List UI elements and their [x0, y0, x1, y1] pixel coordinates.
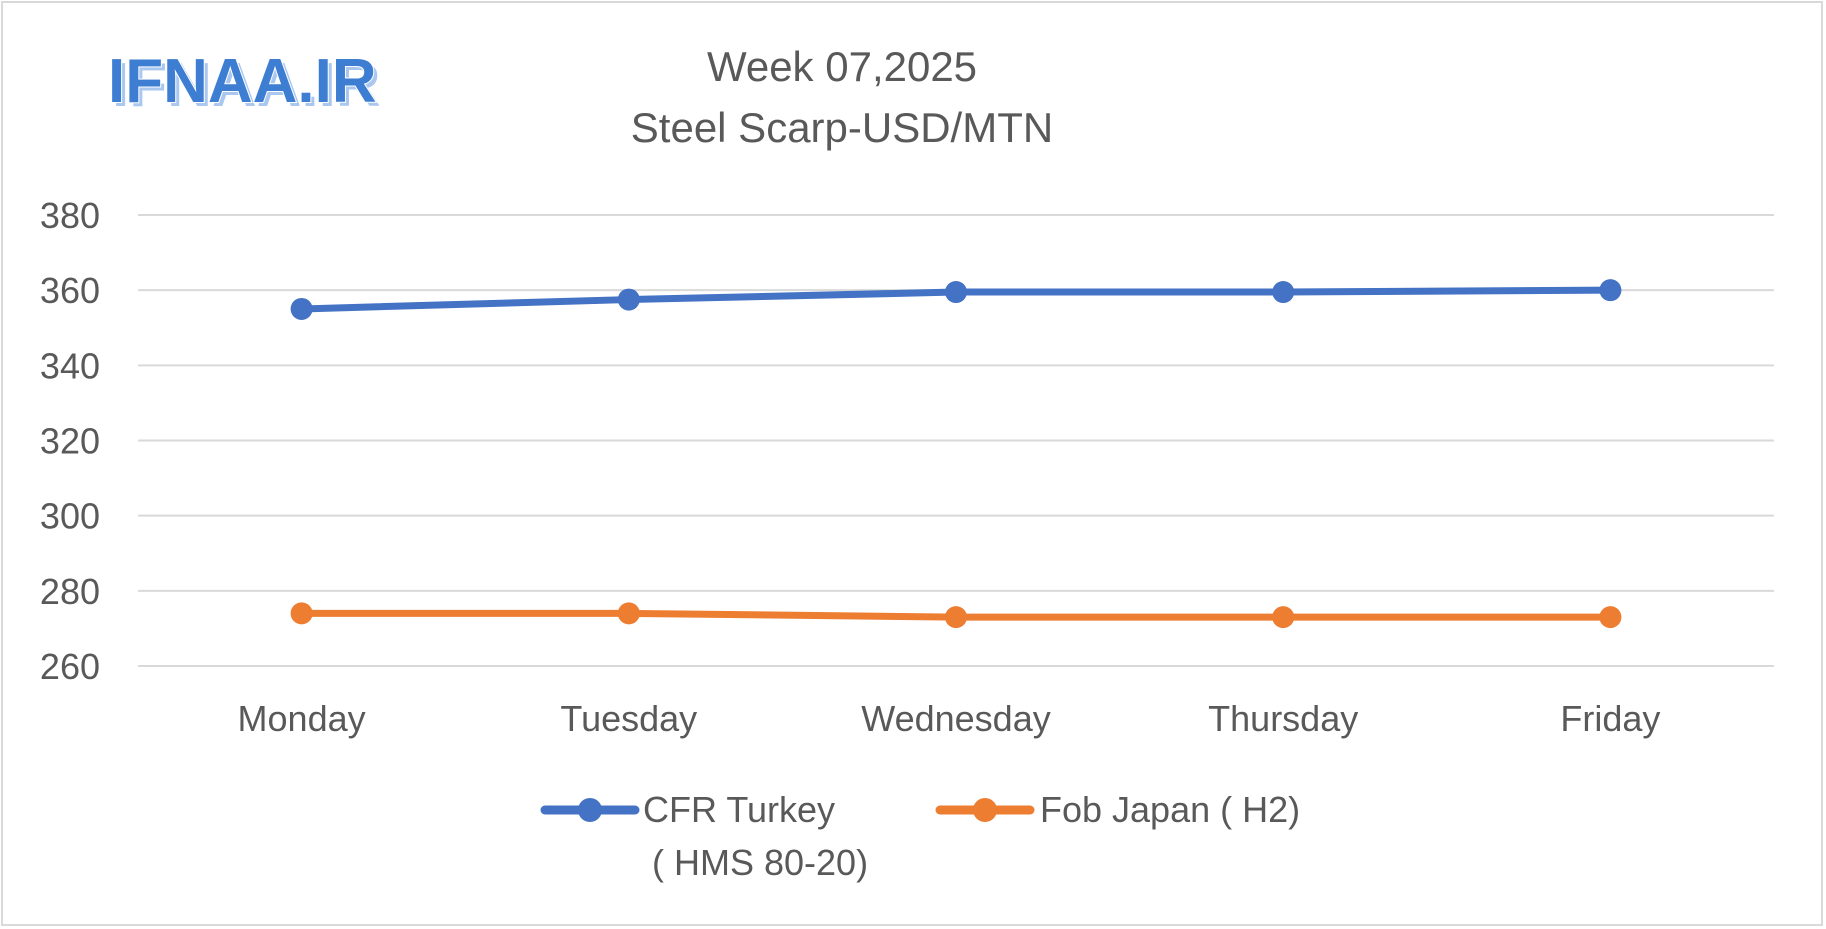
chart-title: Week 07,2025: [707, 43, 977, 90]
x-tick-label: Tuesday: [560, 698, 697, 739]
series-group: [290, 279, 1622, 629]
logo: IFNAA.IR IFNAA.IR: [107, 46, 381, 120]
y-tick-label: 320: [40, 421, 100, 462]
data-point[interactable]: [290, 602, 313, 625]
y-tick-label: 260: [40, 646, 100, 687]
data-point[interactable]: [617, 288, 640, 311]
y-axis: 260 280 300 320 340 360 380: [40, 195, 100, 687]
legend-label: Fob Japan ( H2): [1040, 789, 1300, 830]
legend-label-line2: ( HMS 80-20): [652, 842, 868, 883]
data-point[interactable]: [945, 606, 967, 629]
y-tick-label: 380: [40, 195, 100, 236]
x-tick-label: Thursday: [1208, 698, 1358, 739]
legend-swatch-marker: [578, 798, 602, 822]
legend-item-cfr-turkey[interactable]: CFR Turkey ( HMS 80-20): [540, 789, 868, 883]
data-point[interactable]: [1272, 281, 1295, 304]
data-point[interactable]: [1599, 279, 1622, 302]
data-point[interactable]: [290, 297, 313, 320]
legend-swatch-marker: [973, 798, 997, 822]
logo-shadow: IFNAA.IR: [112, 51, 381, 120]
y-tick-label: 280: [40, 571, 100, 612]
data-point[interactable]: [1272, 606, 1295, 629]
series-fob-japan: [290, 602, 1622, 629]
chart-subtitle: Steel Scarp-USD/MTN: [631, 104, 1053, 151]
data-point[interactable]: [945, 281, 967, 304]
legend: CFR Turkey ( HMS 80-20) Fob Japan ( H2): [540, 789, 1300, 883]
x-tick-label: Friday: [1560, 698, 1660, 739]
legend-item-fob-japan[interactable]: Fob Japan ( H2): [935, 789, 1300, 830]
series-cfr-turkey: [290, 279, 1622, 320]
y-tick-label: 360: [40, 270, 100, 311]
legend-label: CFR Turkey: [643, 789, 835, 830]
data-point[interactable]: [617, 602, 640, 625]
x-axis: Monday Tuesday Wednesday Thursday Friday: [238, 698, 1661, 739]
y-tick-label: 300: [40, 496, 100, 537]
logo-text: IFNAA.IR: [108, 47, 377, 116]
x-tick-label: Monday: [238, 698, 366, 739]
data-point[interactable]: [1599, 606, 1622, 629]
x-tick-label: Wednesday: [861, 698, 1050, 739]
y-tick-label: 340: [40, 345, 100, 386]
